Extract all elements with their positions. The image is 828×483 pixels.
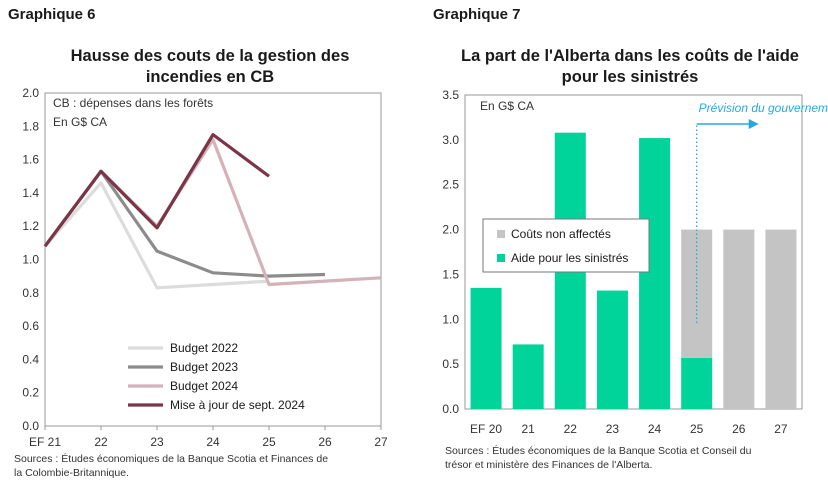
chart-note: CB : dépenses dans les forêts: [53, 96, 213, 110]
bar-segment: [681, 357, 713, 409]
legend-swatch: [497, 254, 505, 262]
y-tick-label: 2.5: [442, 178, 459, 192]
source-line: Sources : Études économiques de la Banqu…: [445, 445, 752, 457]
x-tick-label: 21: [522, 422, 536, 436]
y-tick-label: 2.0: [442, 223, 459, 237]
bar-segment: [723, 229, 755, 409]
chart-panel-alberta: Graphique 7 La part de l'Alberta dans le…: [425, 0, 828, 483]
legend-label: Coûts non affectés: [511, 227, 611, 241]
source-line: la Colombie-Britannique.: [14, 467, 129, 479]
x-tick-label: 26: [318, 435, 332, 449]
bar-segment: [470, 287, 502, 409]
x-tick-label: 25: [690, 422, 704, 436]
chart-note: En G$ CA: [480, 99, 534, 113]
bar-chart: 3.5 3.0 2.5 2.0 1.5 1.0 0.5 0.0 EF 20 21 22 23 24 25 2…: [442, 88, 828, 436]
legend-swatch: [497, 230, 505, 238]
series-line: [43, 133, 270, 248]
chart-title-line: Hausse des couts de la gestion des: [70, 47, 350, 65]
x-tick-label: 23: [150, 435, 164, 449]
source-note: Sources : Études économiques de la Banqu…: [445, 444, 825, 472]
chart-title-line: La part de l'Alberta dans les coûts de l…: [461, 47, 799, 65]
x-tick-label: 24: [206, 435, 220, 449]
y-tick-label: 1.0: [22, 253, 39, 267]
y-tick-label: 1.6: [22, 153, 39, 167]
x-tick-label: 27: [374, 435, 388, 449]
legend-label: Mise à jour de sept. 2024: [170, 398, 305, 412]
legend-label: Budget 2023: [170, 360, 238, 374]
x-tick-label: 22: [564, 422, 578, 436]
x-tick-label: 25: [262, 435, 276, 449]
y-tick-label: 0.4: [22, 352, 39, 366]
legend-label: Budget 2022: [170, 341, 238, 355]
forecast-label: Prévision du gouvernement: [699, 101, 828, 115]
chart-panel-bc: Graphique 6 Hausse des couts de la gesti…: [0, 0, 410, 483]
chart-title: La part de l'Alberta dans les coûts de l…: [435, 46, 825, 88]
y-tick-label: 3.5: [442, 88, 459, 102]
y-tick-label: 2.0: [22, 86, 39, 100]
forecast-arrow-head: [748, 119, 759, 129]
bar-segment: [639, 138, 671, 409]
source-line: trésor et ministère des Finances de l'Al…: [445, 459, 653, 471]
legend-label: Aide pour les sinistrés: [511, 251, 628, 265]
x-tick-label: 26: [732, 422, 746, 436]
exhibit-label: Graphique 7: [433, 6, 521, 23]
legend-label: Budget 2024: [170, 379, 238, 393]
x-tick-label: EF 21: [29, 435, 61, 449]
bar-segment: [765, 229, 797, 409]
y-tick-label: 0.6: [22, 319, 39, 333]
line-chart: 2.0 1.8 1.6 1.4 1.2 1.0 0.8 0.6 0.4 0.2 0.0 EF 21 22…: [22, 86, 388, 449]
bar-segment: [512, 344, 544, 409]
source-line: Sources : Études économiques de la Banqu…: [14, 453, 329, 465]
y-tick-label: 1.0: [442, 312, 459, 326]
y-tick-label: 0.2: [22, 386, 39, 400]
chart-title-line: pour les sinistrés: [561, 68, 699, 86]
y-tick-label: 0.5: [442, 357, 459, 371]
x-tick-label: EF 20: [470, 422, 502, 436]
y-tick-label: 1.2: [22, 219, 39, 233]
chart-title-line: incendies en CB: [145, 68, 275, 86]
series-line: [43, 169, 326, 278]
chart-note: En G$ CA: [53, 115, 107, 129]
x-tick-label: 23: [606, 422, 620, 436]
x-tick-label: 22: [94, 435, 108, 449]
y-tick-label: 0.0: [22, 419, 39, 433]
chart-title: Hausse des couts de la gestion des incen…: [40, 46, 380, 88]
y-tick-label: 0.0: [442, 402, 459, 416]
source-note: Sources : Études économiques de la Banqu…: [14, 452, 394, 480]
legend-box: [482, 218, 650, 273]
series-line: [43, 181, 270, 290]
series-line: [43, 138, 382, 287]
x-tick-label: 24: [648, 422, 662, 436]
plot-area-frame: [464, 94, 803, 410]
exhibit-label: Graphique 6: [8, 6, 96, 23]
y-tick-label: 1.4: [22, 186, 39, 200]
y-tick-label: 1.5: [442, 267, 459, 281]
x-tick-label: 27: [774, 422, 788, 436]
y-tick-label: 1.8: [22, 119, 39, 133]
y-tick-label: 0.8: [22, 286, 39, 300]
bar-segment: [596, 290, 628, 409]
y-tick-label: 3.0: [442, 133, 459, 147]
